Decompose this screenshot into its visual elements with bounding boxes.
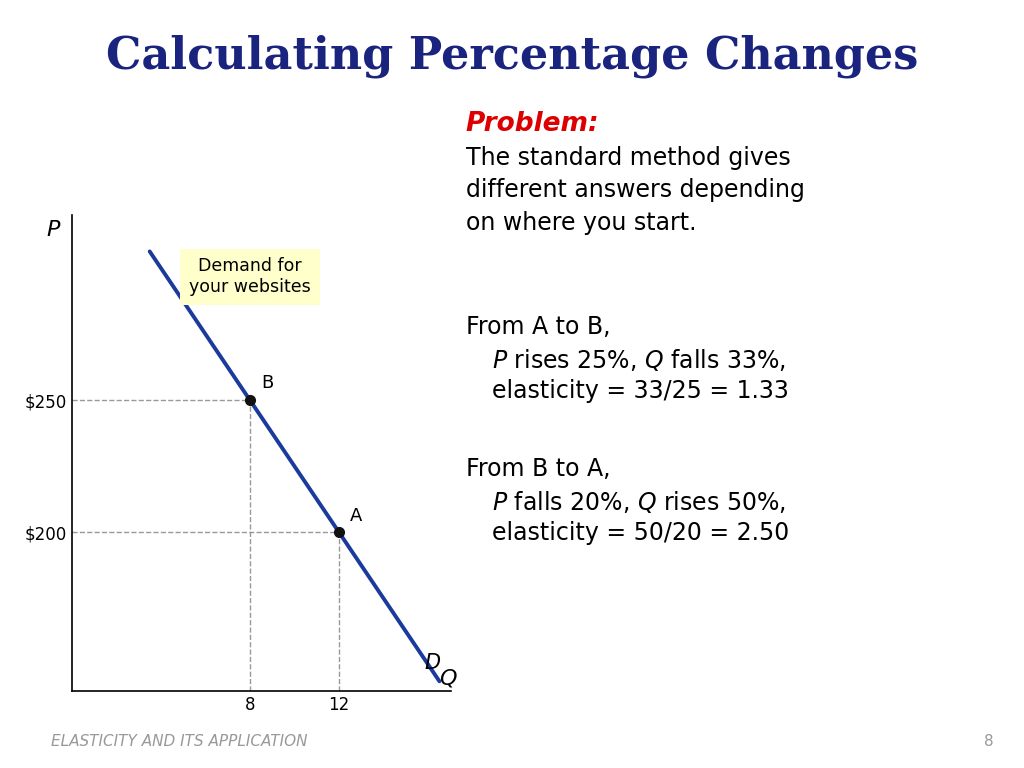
Text: $\mathit{P}$: $\mathit{P}$ <box>46 220 61 240</box>
Text: $\mathit{Q}$: $\mathit{Q}$ <box>439 667 458 689</box>
Text: B: B <box>261 374 273 392</box>
Text: From B to A,: From B to A, <box>466 457 610 481</box>
Text: A: A <box>350 507 362 525</box>
Text: $\bf\it{P}$ falls 20%, $\bf\it{Q}$ rises 50%,: $\bf\it{P}$ falls 20%, $\bf\it{Q}$ rises… <box>492 489 785 515</box>
Text: $\bf\it{P}$ rises 25%, $\bf\it{Q}$ falls 33%,: $\bf\it{P}$ rises 25%, $\bf\it{Q}$ falls… <box>492 347 785 373</box>
Text: Calculating Percentage Changes: Calculating Percentage Changes <box>105 35 919 78</box>
Text: elasticity = 33/25 = 1.33: elasticity = 33/25 = 1.33 <box>492 379 788 402</box>
Text: Problem:: Problem: <box>466 111 599 137</box>
Text: Demand for
your websites: Demand for your websites <box>189 257 311 296</box>
Text: ELASTICITY AND ITS APPLICATION: ELASTICITY AND ITS APPLICATION <box>51 733 307 749</box>
Text: From A to B,: From A to B, <box>466 315 610 339</box>
Text: The standard method gives
different answers depending
on where you start.: The standard method gives different answ… <box>466 146 805 235</box>
Text: 8: 8 <box>984 733 993 749</box>
Text: $\mathit{D}$: $\mathit{D}$ <box>424 653 441 673</box>
Text: elasticity = 50/20 = 2.50: elasticity = 50/20 = 2.50 <box>492 521 788 545</box>
